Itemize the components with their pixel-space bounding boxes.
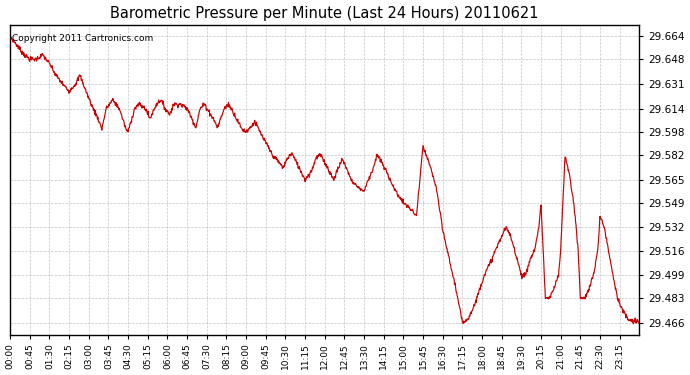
Title: Barometric Pressure per Minute (Last 24 Hours) 20110621: Barometric Pressure per Minute (Last 24 … bbox=[110, 6, 539, 21]
Text: Copyright 2011 Cartronics.com: Copyright 2011 Cartronics.com bbox=[12, 34, 153, 43]
